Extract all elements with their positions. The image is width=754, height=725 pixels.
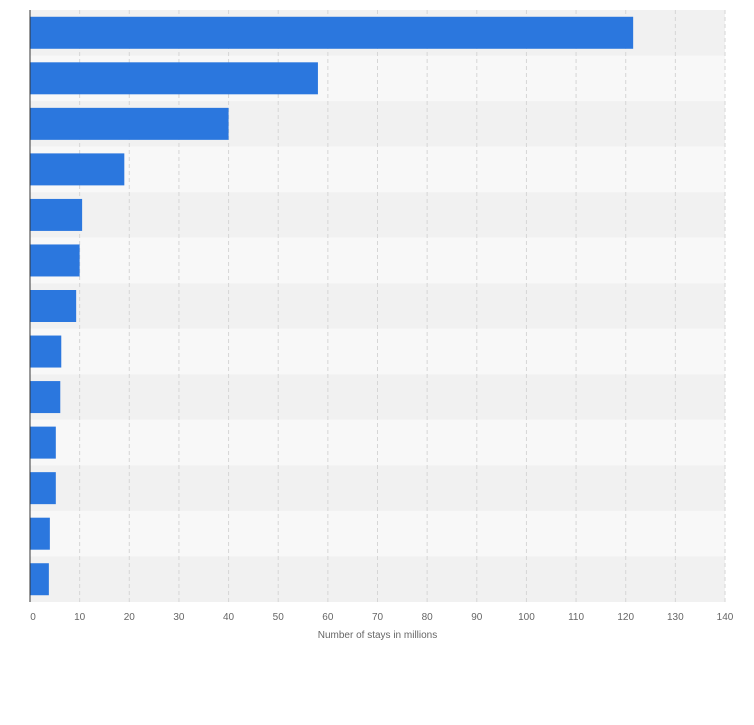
x-tick-label: 20 [124, 612, 136, 623]
x-tick-label: 90 [471, 612, 483, 623]
bar [30, 244, 80, 277]
x-tick-label: 110 [568, 612, 584, 623]
bar [30, 381, 61, 414]
x-tick-label: 80 [422, 612, 434, 623]
bar [30, 107, 229, 140]
row-band [30, 328, 725, 375]
x-tick-label: 60 [322, 612, 334, 623]
row-band [30, 419, 725, 466]
row-band [30, 510, 725, 557]
x-tick-label: 10 [74, 612, 86, 623]
x-tick-label: 130 [667, 612, 684, 623]
bar [30, 426, 56, 459]
x-tick-label: 70 [372, 612, 384, 623]
x-tick-label: 30 [173, 612, 185, 623]
x-axis-label: Number of stays in millions [318, 630, 437, 641]
x-tick-label: 100 [518, 612, 535, 623]
bar [30, 62, 318, 95]
bars [30, 16, 634, 596]
row-band [30, 237, 725, 284]
bar [30, 198, 83, 231]
bar [30, 16, 634, 49]
bar [30, 517, 50, 550]
bar [30, 563, 49, 596]
bar [30, 153, 125, 186]
x-tick-label: 120 [617, 612, 634, 623]
x-tick-label: 50 [273, 612, 285, 623]
x-tick-label: 0 [30, 612, 36, 623]
row-band [30, 146, 725, 193]
bar [30, 335, 62, 368]
bar [30, 290, 77, 322]
bar [30, 472, 56, 505]
x-tick-label: 140 [717, 612, 734, 623]
x-tick-label: 40 [223, 612, 235, 623]
x-tick-labels: 0 10 20 30 40 50 60 70 80 90 100 110 120 130 140 [30, 612, 734, 623]
